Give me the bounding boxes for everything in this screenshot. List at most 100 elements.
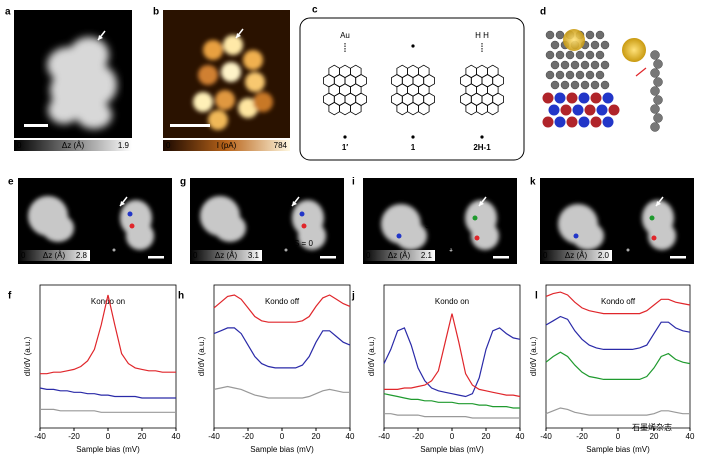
annotation: mono-H	[638, 183, 667, 192]
scale-name: Δz (Å)	[215, 251, 238, 260]
blob	[198, 65, 218, 85]
blob	[245, 72, 265, 92]
scale-min: 0	[17, 141, 22, 150]
scale-bar	[493, 256, 509, 259]
blob	[76, 101, 112, 129]
ring	[391, 74, 403, 88]
x-tick-label: 40	[346, 432, 355, 441]
atom	[548, 104, 560, 116]
arrow-head	[292, 201, 297, 206]
panel-label: l	[535, 291, 538, 302]
atom	[572, 104, 584, 116]
atom	[650, 50, 660, 60]
ring	[323, 74, 335, 88]
atom	[590, 116, 602, 128]
atom	[596, 104, 608, 116]
panel-label: e	[8, 177, 14, 188]
ring	[355, 92, 367, 106]
atom	[653, 113, 663, 123]
series-line	[213, 294, 351, 323]
atom	[590, 92, 602, 104]
x-tick-label: 20	[138, 432, 147, 441]
arrow-head	[120, 201, 125, 206]
atom	[542, 116, 554, 128]
atom	[584, 104, 596, 116]
atom	[590, 60, 600, 70]
atom	[545, 50, 555, 60]
atom	[566, 92, 578, 104]
atom	[550, 60, 560, 70]
site	[573, 233, 579, 239]
scale-max: 2.0	[598, 251, 610, 260]
gold-atom	[622, 38, 646, 62]
blob	[238, 98, 258, 118]
watermark: 石墨烯杂志	[632, 422, 672, 432]
scale-bar	[148, 256, 164, 259]
atom	[565, 70, 575, 80]
colorbar	[18, 250, 90, 261]
y-axis-label: dI/dV (a.u.)	[23, 336, 32, 376]
annotation: S = 0	[604, 243, 623, 252]
scale-max: 1.9	[118, 141, 130, 150]
scale-max: 784	[274, 141, 288, 150]
atom	[545, 70, 555, 80]
atom	[580, 60, 590, 70]
arrow-head	[236, 33, 241, 38]
atom	[542, 92, 554, 104]
scale-name: Δz (Å)	[388, 251, 411, 260]
scale-bar	[320, 256, 336, 259]
annotation: 1′	[150, 195, 156, 204]
site	[129, 223, 135, 229]
panel-label: j	[351, 291, 355, 302]
annotation: S = 0	[604, 209, 623, 218]
site	[449, 248, 453, 252]
frame	[299, 17, 525, 161]
colorbar	[540, 250, 612, 261]
x-tick-label: 0	[106, 432, 111, 441]
annotation: 2H-1	[443, 203, 461, 212]
atom	[595, 70, 605, 80]
x-tick-label: -20	[68, 432, 80, 441]
atom	[653, 77, 663, 87]
atom	[600, 80, 610, 90]
atom	[602, 116, 614, 128]
arrow-head	[479, 201, 484, 206]
x-tick-label: 0	[616, 432, 621, 441]
x-tick-label: 40	[686, 432, 695, 441]
blob	[203, 40, 223, 60]
scale-max: 2.1	[421, 251, 433, 260]
annotation: 1	[375, 189, 380, 198]
atom	[595, 50, 605, 60]
radical	[480, 135, 484, 139]
arrow-head	[656, 201, 661, 206]
annotation: S = 0	[294, 239, 313, 248]
colorbar	[163, 140, 290, 151]
series-line	[545, 407, 690, 416]
atom	[650, 122, 660, 132]
molecule-name: 1	[411, 143, 416, 152]
x-tick-label: -40	[378, 432, 390, 441]
blob	[395, 222, 427, 250]
panel-label: g	[180, 177, 186, 188]
blob	[221, 62, 241, 82]
blob	[215, 90, 235, 110]
x-tick-label: 20	[650, 432, 659, 441]
series-line	[384, 413, 520, 419]
chart-annotation: Kondo off	[601, 297, 636, 306]
blob	[223, 35, 243, 55]
ring	[339, 101, 351, 116]
blob	[126, 222, 154, 250]
ring	[391, 92, 403, 106]
series-line	[383, 393, 520, 409]
annotation: 1	[312, 187, 317, 196]
x-tick-label: 0	[280, 432, 285, 441]
series-line	[383, 327, 521, 398]
blob	[471, 222, 499, 250]
blob	[298, 222, 326, 250]
blob	[193, 92, 213, 112]
annotation: Released	[202, 183, 236, 192]
scale-min: 0	[21, 251, 26, 260]
atom	[650, 68, 660, 78]
atom	[565, 50, 575, 60]
series-line	[40, 408, 176, 413]
